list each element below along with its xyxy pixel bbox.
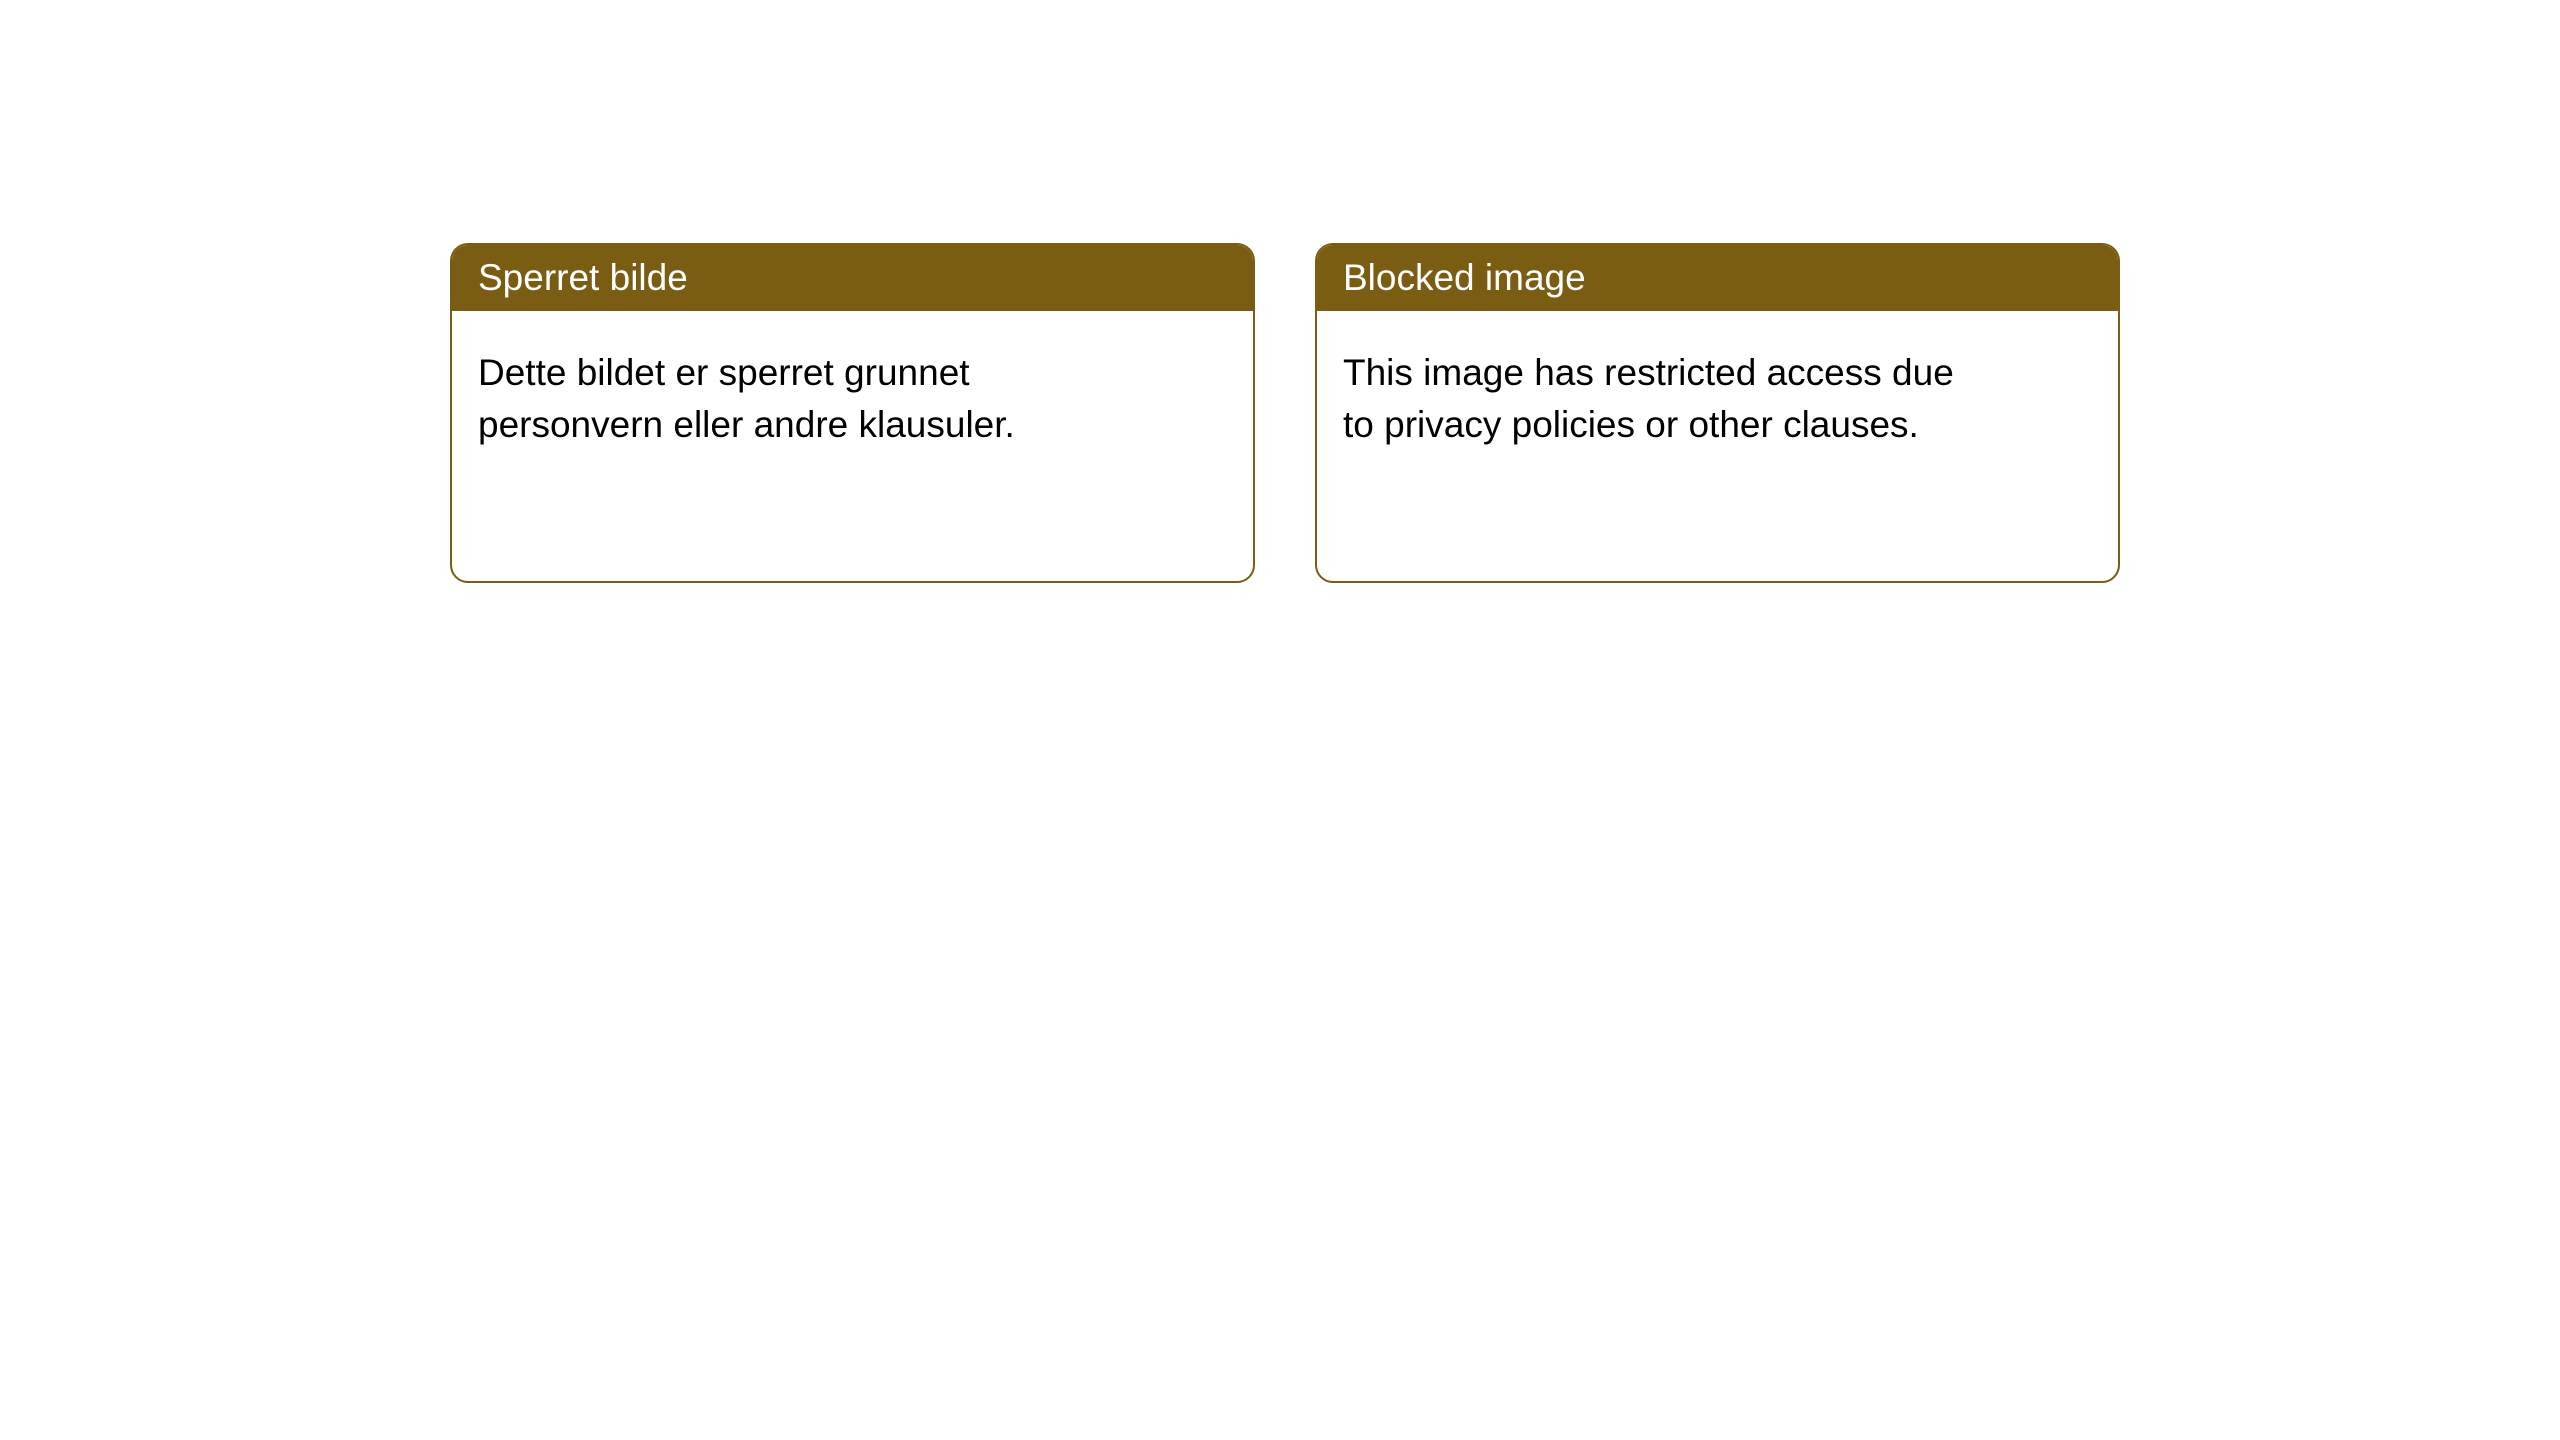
blocked-image-card-no: Sperret bilde Dette bildet er sperret gr…	[450, 243, 1255, 583]
card-body-text: This image has restricted access due to …	[1343, 352, 1954, 445]
card-header: Blocked image	[1317, 245, 2118, 311]
blocked-image-card-en: Blocked image This image has restricted …	[1315, 243, 2120, 583]
card-body: This image has restricted access due to …	[1317, 311, 1997, 487]
notice-container: Sperret bilde Dette bildet er sperret gr…	[0, 0, 2560, 583]
card-title: Blocked image	[1343, 257, 1586, 298]
card-title: Sperret bilde	[478, 257, 688, 298]
card-body: Dette bildet er sperret grunnet personve…	[452, 311, 1132, 487]
card-header: Sperret bilde	[452, 245, 1253, 311]
card-body-text: Dette bildet er sperret grunnet personve…	[478, 352, 1015, 445]
